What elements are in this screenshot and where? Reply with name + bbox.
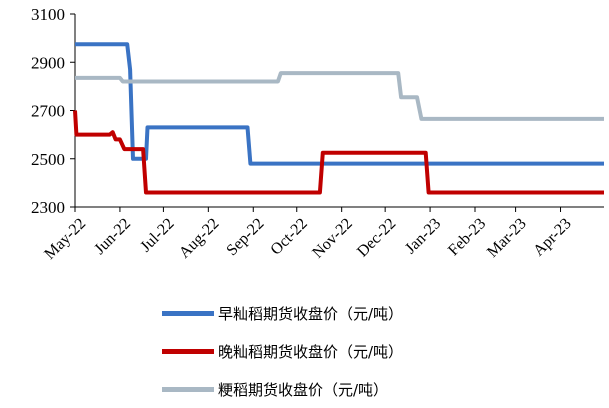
x-tick-label: Nov-22 [309,215,356,262]
x-tick-label: Mar-23 [484,215,530,261]
x-tick-label: Aug-22 [176,215,223,262]
y-tick-label: 2700 [31,102,65,121]
x-tick-label: Jan-23 [402,215,444,257]
legend-label-japonica: 粳稻期货收盘价（元/吨） [218,380,389,399]
y-tick-label: 2300 [31,198,65,217]
x-tick-label: Sep-22 [223,215,267,259]
chart-legend: 早籼稻期货收盘价（元/吨） 晚籼稻期货收盘价（元/吨） 粳稻期货收盘价（元/吨） [162,294,403,408]
x-tick-label: Dec-22 [354,215,399,260]
legend-swatch-early-indica [162,310,214,316]
x-tick-label: Jun-22 [91,215,134,258]
x-tick-label: May-22 [41,215,89,263]
y-tick-label: 2500 [31,150,65,169]
legend-swatch-japonica [162,386,214,392]
series-line-early-indica [75,42,604,166]
y-tick-label: 2900 [31,53,65,72]
series-layer [73,42,604,195]
x-tick-label: Jul-22 [137,215,177,255]
x-tick-label: Oct-22 [267,215,310,258]
y-tick-label: 3100 [31,5,65,24]
series-line-late-indica [73,110,604,195]
legend-label-late-indica: 晚籼稻期货收盘价（元/吨） [218,342,404,361]
y-axis-ticks: 2300 2500 2700 2900 3100 [31,5,75,217]
legend-label-early-indica: 早籼稻期货收盘价（元/吨） [218,304,404,323]
x-tick-label: Apr-23 [530,215,574,259]
x-tick-label: Feb-23 [445,215,489,259]
legend-item-early-indica: 早籼稻期货收盘价（元/吨） [162,294,403,332]
legend-item-late-indica: 晚籼稻期货收盘价（元/吨） [162,332,403,370]
legend-swatch-late-indica [162,348,214,354]
series-line-japonica [75,71,604,121]
chart-axes [74,14,604,208]
legend-item-japonica: 粳稻期货收盘价（元/吨） [162,370,403,408]
